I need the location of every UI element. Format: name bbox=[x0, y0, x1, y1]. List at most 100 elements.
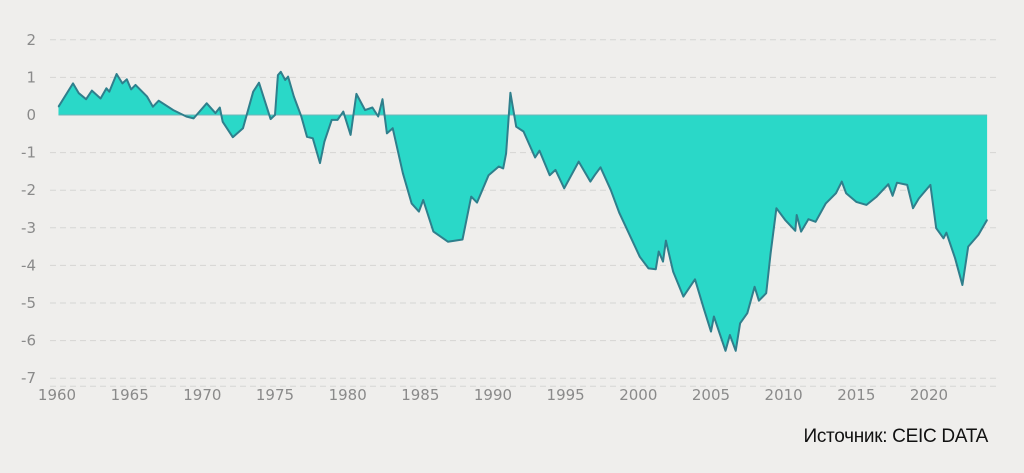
data-point bbox=[876, 195, 878, 198]
data-point bbox=[411, 202, 413, 204]
y-tick-label: 2 bbox=[26, 31, 36, 49]
data-point bbox=[618, 212, 621, 214]
data-point bbox=[505, 152, 507, 154]
data-point bbox=[784, 219, 786, 221]
data-point bbox=[935, 227, 937, 229]
data-point bbox=[515, 126, 517, 128]
data-point bbox=[961, 284, 964, 286]
y-tick-label: -4 bbox=[21, 256, 36, 274]
data-point bbox=[599, 166, 602, 168]
data-point bbox=[323, 141, 326, 143]
data-point bbox=[342, 111, 344, 113]
data-point bbox=[912, 207, 914, 209]
data-point bbox=[896, 182, 898, 184]
data-point bbox=[386, 132, 388, 135]
data-point bbox=[945, 232, 948, 234]
data-point bbox=[554, 169, 557, 171]
data-point bbox=[78, 92, 80, 94]
data-point bbox=[825, 202, 827, 204]
x-tick-label: 1960 bbox=[38, 386, 76, 404]
x-tick-label: 1990 bbox=[474, 386, 512, 404]
data-point bbox=[57, 106, 60, 108]
data-point bbox=[929, 184, 932, 186]
y-tick-label: 0 bbox=[26, 106, 36, 124]
data-point bbox=[967, 246, 969, 248]
x-tick-label: 2020 bbox=[910, 386, 948, 404]
data-point bbox=[470, 195, 472, 198]
data-point bbox=[232, 136, 234, 138]
x-tick-label: 2005 bbox=[692, 386, 730, 404]
data-point bbox=[578, 161, 580, 163]
data-point bbox=[85, 98, 87, 100]
data-point bbox=[381, 98, 384, 100]
x-tick-label: 1985 bbox=[401, 386, 439, 404]
data-point bbox=[703, 307, 705, 309]
data-point bbox=[589, 180, 591, 183]
data-point bbox=[538, 150, 541, 152]
data-point bbox=[126, 78, 128, 80]
data-point bbox=[794, 230, 796, 232]
data-point bbox=[665, 239, 667, 242]
data-point bbox=[432, 230, 435, 233]
x-tick-label: 1975 bbox=[256, 386, 294, 404]
data-point bbox=[319, 162, 321, 164]
data-point bbox=[336, 119, 339, 121]
data-point bbox=[918, 197, 920, 200]
data-point bbox=[769, 252, 772, 254]
data-point bbox=[91, 89, 93, 92]
data-point bbox=[509, 92, 512, 94]
data-point bbox=[610, 189, 612, 191]
data-point bbox=[887, 183, 889, 185]
series-line bbox=[57, 70, 988, 352]
data-point bbox=[252, 91, 254, 93]
data-point bbox=[639, 256, 641, 258]
data-point bbox=[807, 218, 809, 220]
data-point bbox=[865, 204, 868, 206]
data-point bbox=[729, 334, 731, 336]
data-point bbox=[841, 180, 843, 183]
data-point bbox=[284, 79, 286, 81]
y-tick-label: -6 bbox=[21, 332, 36, 350]
data-point bbox=[942, 237, 945, 239]
data-point bbox=[502, 167, 504, 169]
data-point bbox=[845, 192, 847, 194]
data-point bbox=[855, 201, 857, 203]
data-point bbox=[193, 117, 195, 119]
data-point bbox=[422, 199, 424, 201]
source-label: Источник: CEIC DATA bbox=[803, 426, 989, 447]
y-tick-label: -5 bbox=[21, 294, 36, 312]
data-point bbox=[258, 82, 260, 84]
data-point bbox=[293, 95, 295, 98]
data-point bbox=[115, 73, 118, 75]
data-point bbox=[800, 230, 802, 233]
area-fill bbox=[58, 71, 988, 351]
x-axis-ticks: 1960 1965 1970 1975 1980 1985 1990 1995 2000 2005… bbox=[38, 386, 948, 404]
data-point bbox=[672, 271, 674, 273]
data-point bbox=[121, 82, 123, 85]
data-point bbox=[72, 82, 74, 85]
data-point bbox=[488, 174, 490, 176]
data-point bbox=[694, 278, 696, 280]
data-point bbox=[306, 136, 308, 138]
x-tick-label: 1995 bbox=[547, 386, 585, 404]
data-point bbox=[371, 106, 373, 109]
data-point bbox=[146, 95, 148, 98]
data-point bbox=[461, 238, 464, 241]
x-tick-label: 1965 bbox=[111, 386, 149, 404]
data-point bbox=[835, 192, 837, 194]
data-point bbox=[152, 106, 154, 108]
data-point bbox=[392, 127, 394, 129]
data-point bbox=[355, 93, 357, 95]
data-point bbox=[185, 115, 187, 118]
data-point bbox=[986, 219, 988, 221]
data-point bbox=[746, 312, 748, 314]
y-axis-ticks: 2 1 0 -1 -2 -3 -4 -5 -6 -7 bbox=[21, 31, 36, 387]
data-point bbox=[796, 214, 798, 216]
data-point bbox=[735, 350, 737, 352]
data-point bbox=[377, 115, 379, 118]
data-point bbox=[274, 114, 276, 116]
data-point bbox=[418, 211, 420, 213]
data-point bbox=[280, 71, 282, 73]
data-point bbox=[815, 221, 817, 223]
data-point bbox=[331, 119, 333, 121]
